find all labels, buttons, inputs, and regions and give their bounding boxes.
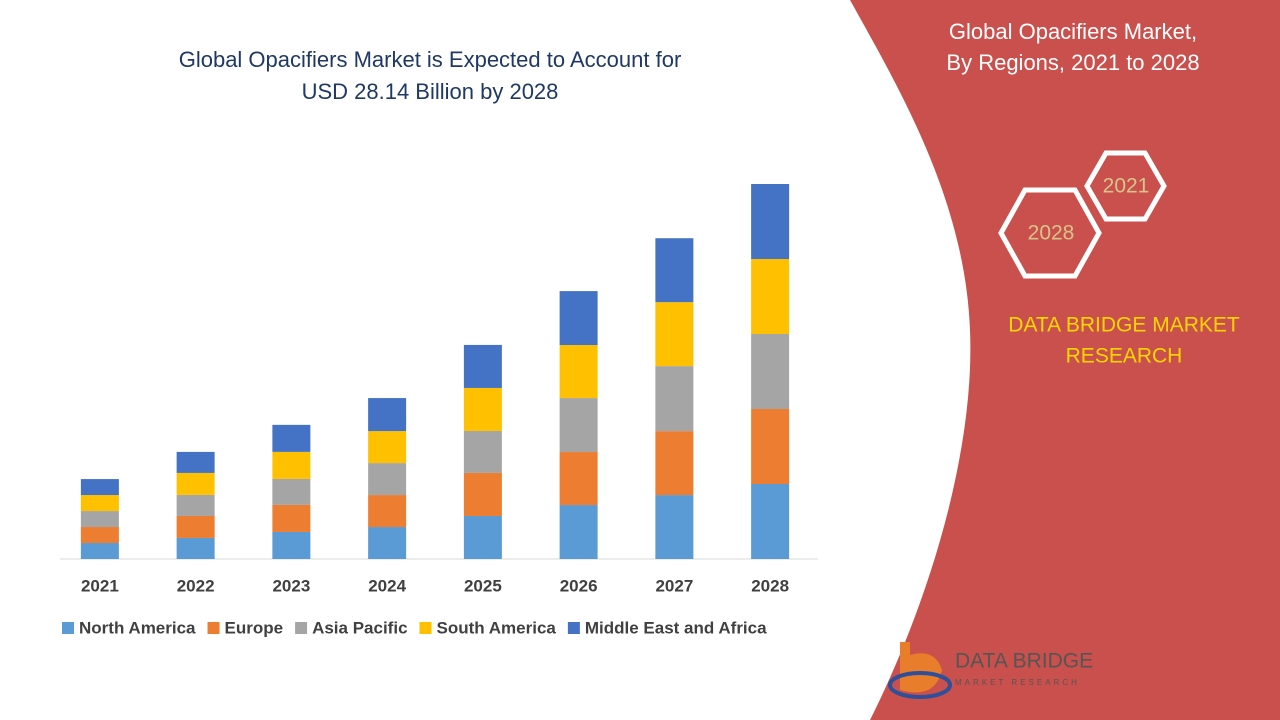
bar-segment	[559, 505, 598, 559]
bar-segment	[368, 398, 407, 432]
side-panel	[850, 0, 1280, 720]
bar-segment	[463, 387, 502, 431]
hexagon-label: 2021	[1103, 175, 1150, 198]
brand-text: DATA BRIDGE MARKET	[1008, 314, 1240, 337]
bar-segment	[272, 478, 311, 505]
x-tick-label: 2028	[751, 576, 789, 595]
bar-segment	[559, 398, 598, 453]
bar-segment	[272, 424, 311, 452]
x-tick-label: 2023	[272, 576, 310, 595]
hexagon	[998, 187, 1102, 279]
bar-segment	[368, 431, 407, 464]
bar-segment	[368, 527, 407, 559]
bar-segment	[463, 515, 502, 559]
logo: DATA BRIDGE MARKET RESEARCH	[888, 642, 1093, 699]
x-tick-label: 2024	[368, 576, 406, 595]
bar-segment	[559, 452, 598, 506]
legend-swatch	[295, 622, 308, 634]
legend-label: South America	[437, 618, 557, 637]
legend-label: Asia Pacific	[312, 618, 407, 637]
bar-segment	[80, 543, 119, 559]
hexagon	[1084, 150, 1167, 222]
panel-title: By Regions, 2021 to 2028	[946, 50, 1199, 75]
bar-segment	[559, 345, 598, 399]
legend-swatch	[207, 622, 220, 634]
logo-mark	[888, 671, 952, 699]
x-tick-label: 2022	[177, 576, 215, 595]
chart: 2021 2022 2023 2024 2025 2026 2027 2028 North Am…	[60, 184, 818, 637]
chart-title: USD 28.14 Billion by 2028	[302, 79, 559, 104]
logo-mark	[900, 642, 942, 693]
bar-segment	[655, 366, 694, 432]
bar-segment	[751, 409, 790, 484]
bar-segment	[176, 451, 215, 473]
bar-segment	[80, 511, 119, 528]
bar-segment	[559, 291, 598, 346]
x-tick-label: 2027	[655, 576, 693, 595]
x-tick-label: 2021	[81, 576, 119, 595]
legend-swatch	[567, 622, 580, 634]
bar-segment	[272, 451, 311, 479]
bar-segment	[80, 479, 119, 496]
bar-segment	[463, 344, 502, 388]
bar-segment	[176, 537, 215, 559]
legend-swatch	[62, 622, 74, 634]
bar-segment	[655, 238, 694, 303]
bar-segment	[176, 515, 215, 538]
logo-name: DATA BRIDGE	[955, 650, 1093, 673]
bar-segment	[176, 472, 215, 495]
bar-segment	[463, 472, 502, 516]
bar-segment	[80, 527, 119, 544]
bar-segment	[751, 484, 790, 559]
bar-segment	[655, 495, 694, 559]
logo-tagline: MARKET RESEARCH	[955, 678, 1080, 687]
hexagon-label: 2028	[1028, 222, 1075, 245]
bar-segment	[463, 430, 502, 473]
panel-title: Global Opacifiers Market,	[949, 19, 1197, 44]
bar-segment	[80, 495, 119, 512]
legend-label: North America	[79, 618, 196, 637]
bar-segment	[272, 504, 311, 532]
legend-swatch	[419, 622, 432, 634]
bar-segment	[368, 463, 407, 496]
bar-segment	[272, 531, 311, 559]
brand-text: RESEARCH	[1066, 345, 1183, 368]
bar-segment	[176, 494, 215, 516]
bar-segment	[655, 302, 694, 367]
x-tick-label: 2026	[560, 576, 598, 595]
bar-segment	[368, 495, 407, 528]
legend-label: Europe	[225, 618, 284, 637]
bar-segment	[751, 334, 790, 409]
bar-segment	[655, 431, 694, 496]
x-tick-label: 2025	[464, 576, 502, 595]
bar-segment	[751, 184, 790, 259]
chart-title: Global Opacifiers Market is Expected to …	[179, 47, 682, 72]
legend-label: Middle East and Africa	[585, 618, 767, 637]
bar-segment	[751, 259, 790, 334]
